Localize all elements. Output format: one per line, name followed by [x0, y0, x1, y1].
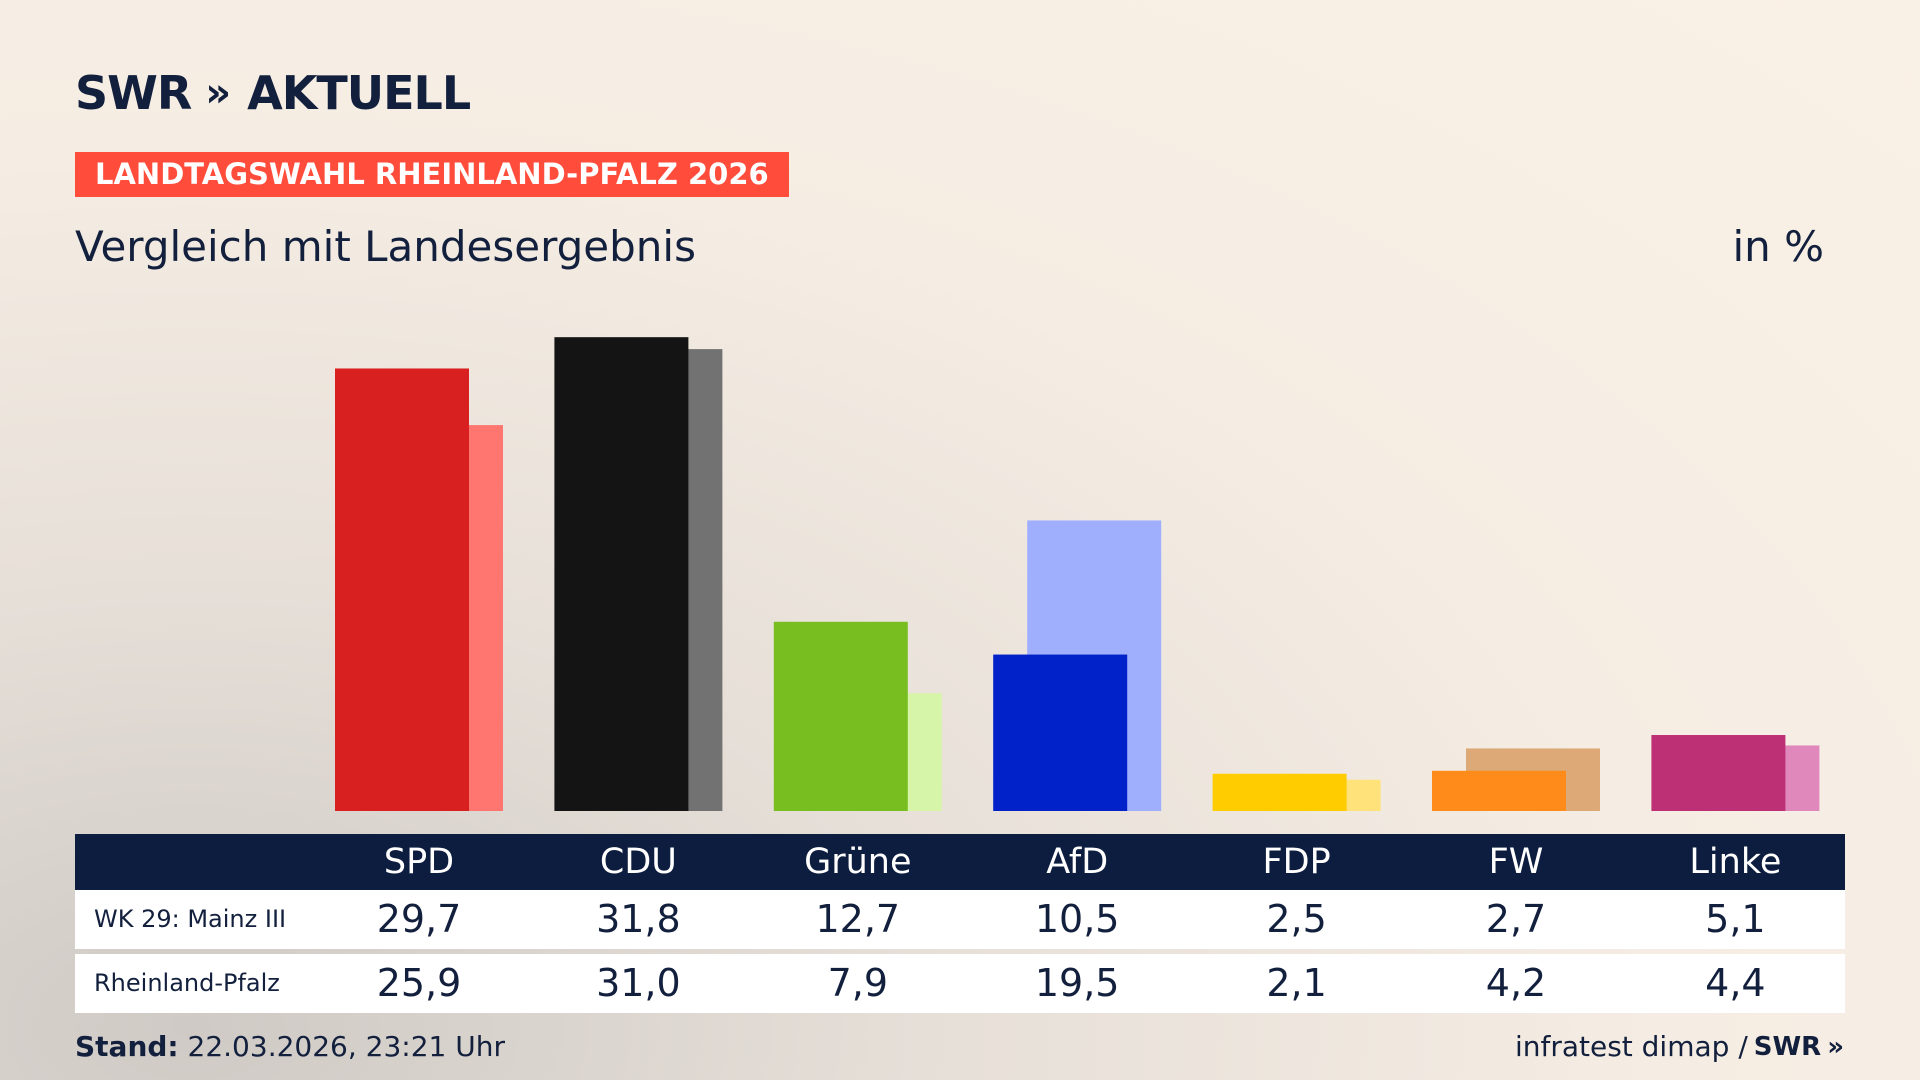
source-brand: SWR [1753, 1031, 1822, 1062]
bar-district-fdp [1212, 773, 1347, 811]
timestamp: Stand: 22.03.2026, 23:21 Uhr [75, 1030, 505, 1063]
table-cell: 4,4 [1705, 961, 1766, 1005]
row-label: WK 29: Mainz III [94, 905, 287, 933]
table-cell: 2,1 [1266, 961, 1327, 1005]
source-text: infratest dimap / [1514, 1030, 1748, 1063]
table-cell: 12,7 [815, 897, 901, 941]
table-cell: 19,5 [1034, 961, 1120, 1005]
column-header-spd: SPD [383, 842, 455, 882]
table-cell: 31,0 [596, 961, 681, 1005]
logo-product: AKTUELL [247, 66, 471, 120]
logo-brand: SWR [75, 66, 192, 120]
bar-district-grüne [773, 621, 908, 811]
source-credit: infratest dimap / SWR» [1515, 1030, 1844, 1063]
column-header-fdp: FDP [1262, 842, 1331, 882]
row-label: Rheinland-Pfalz [94, 969, 280, 997]
bar-district-spd [335, 368, 469, 811]
bar-district-afd [993, 654, 1128, 811]
column-header-grüne: Grüne [804, 842, 912, 882]
table-cell: 5,1 [1705, 897, 1766, 941]
swr-aktuell-logo: SWR» AKTUELL [75, 66, 471, 120]
table-cell: 25,9 [376, 961, 462, 1005]
table-row: Rheinland-Pfalz 25,9 31,0 7,9 19,5 2,1 4,2 4,4 [75, 954, 1845, 1013]
column-header-afd: AfD [1046, 842, 1109, 882]
table-row: WK 29: Mainz III 29,7 31,8 12,7 10,5 2,5 2,7 5… [75, 890, 1845, 949]
table-cell: 2,5 [1266, 897, 1327, 941]
table-cell: 29,7 [376, 897, 462, 941]
table-cell: 2,7 [1485, 897, 1547, 941]
column-header-linke: Linke [1689, 842, 1782, 882]
table-cell: 31,8 [596, 897, 681, 941]
table-header: SPD CDU Grüne AfD FDP FW Linke [75, 834, 1845, 890]
bar-district-fw [1432, 770, 1566, 811]
table-cell: 10,5 [1034, 897, 1120, 941]
bar-chart [335, 337, 1820, 811]
bar-district-linke [1651, 735, 1786, 811]
results-table: SPD CDU Grüne AfD FDP FW Linke WK 29: Mainz II… [75, 834, 1845, 1013]
chart-subtitle: Vergleich mit Landesergebnis [75, 222, 696, 271]
chevron-icon: » [1827, 1031, 1844, 1062]
table-cell: 7,9 [827, 961, 889, 1005]
column-header-cdu: CDU [599, 842, 677, 882]
election-tag: LANDTAGSWAHL RHEINLAND-PFALZ 2026 [75, 152, 789, 197]
stand-value: 22.03.2026, 23:21 Uhr [187, 1030, 505, 1063]
bar-district-cdu [554, 337, 689, 811]
table-cell: 4,2 [1485, 961, 1547, 1005]
unit-label: in % [1732, 222, 1824, 271]
stand-label: Stand: [75, 1030, 179, 1063]
column-header-fw: FW [1488, 842, 1544, 882]
